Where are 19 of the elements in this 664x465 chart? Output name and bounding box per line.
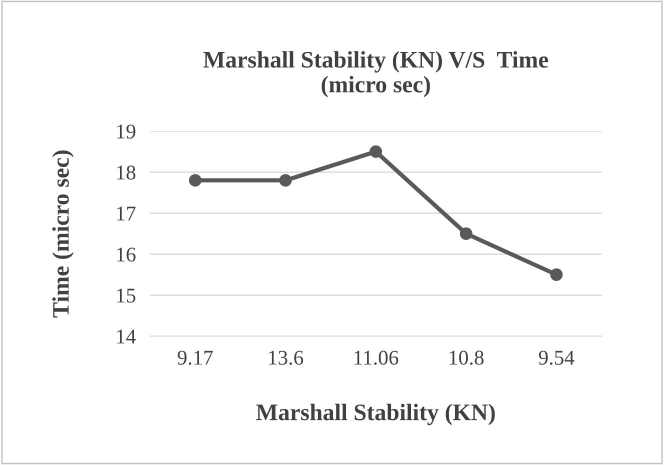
x-tick-label: 9.54 <box>538 350 574 365</box>
point <box>279 174 292 187</box>
y-tick-label: 16 <box>117 248 136 262</box>
x-tick-label: 11.06 <box>354 350 398 365</box>
point <box>550 268 563 281</box>
y-tick-label: 17 <box>117 206 136 220</box>
y-tick-label: 14 <box>117 330 136 344</box>
x-tick-label: 13.6 <box>269 350 304 365</box>
y-tick-label: 15 <box>117 288 136 303</box>
point <box>370 145 382 158</box>
x-axis-title: Marshall Stability (KN) <box>256 404 495 426</box>
y-tick-label: 18 <box>117 166 136 180</box>
chart-title: Marshall Stability (KN) V/S Time (micro sec) <box>203 51 548 98</box>
point <box>460 227 472 240</box>
point <box>188 174 202 187</box>
y-axis-title: Time (micro sec) <box>52 150 74 318</box>
y-tick-label: 19 <box>117 124 136 139</box>
x-tick-label: 10.8 <box>450 350 484 365</box>
x-tick-label: 9.17 <box>178 350 213 365</box>
